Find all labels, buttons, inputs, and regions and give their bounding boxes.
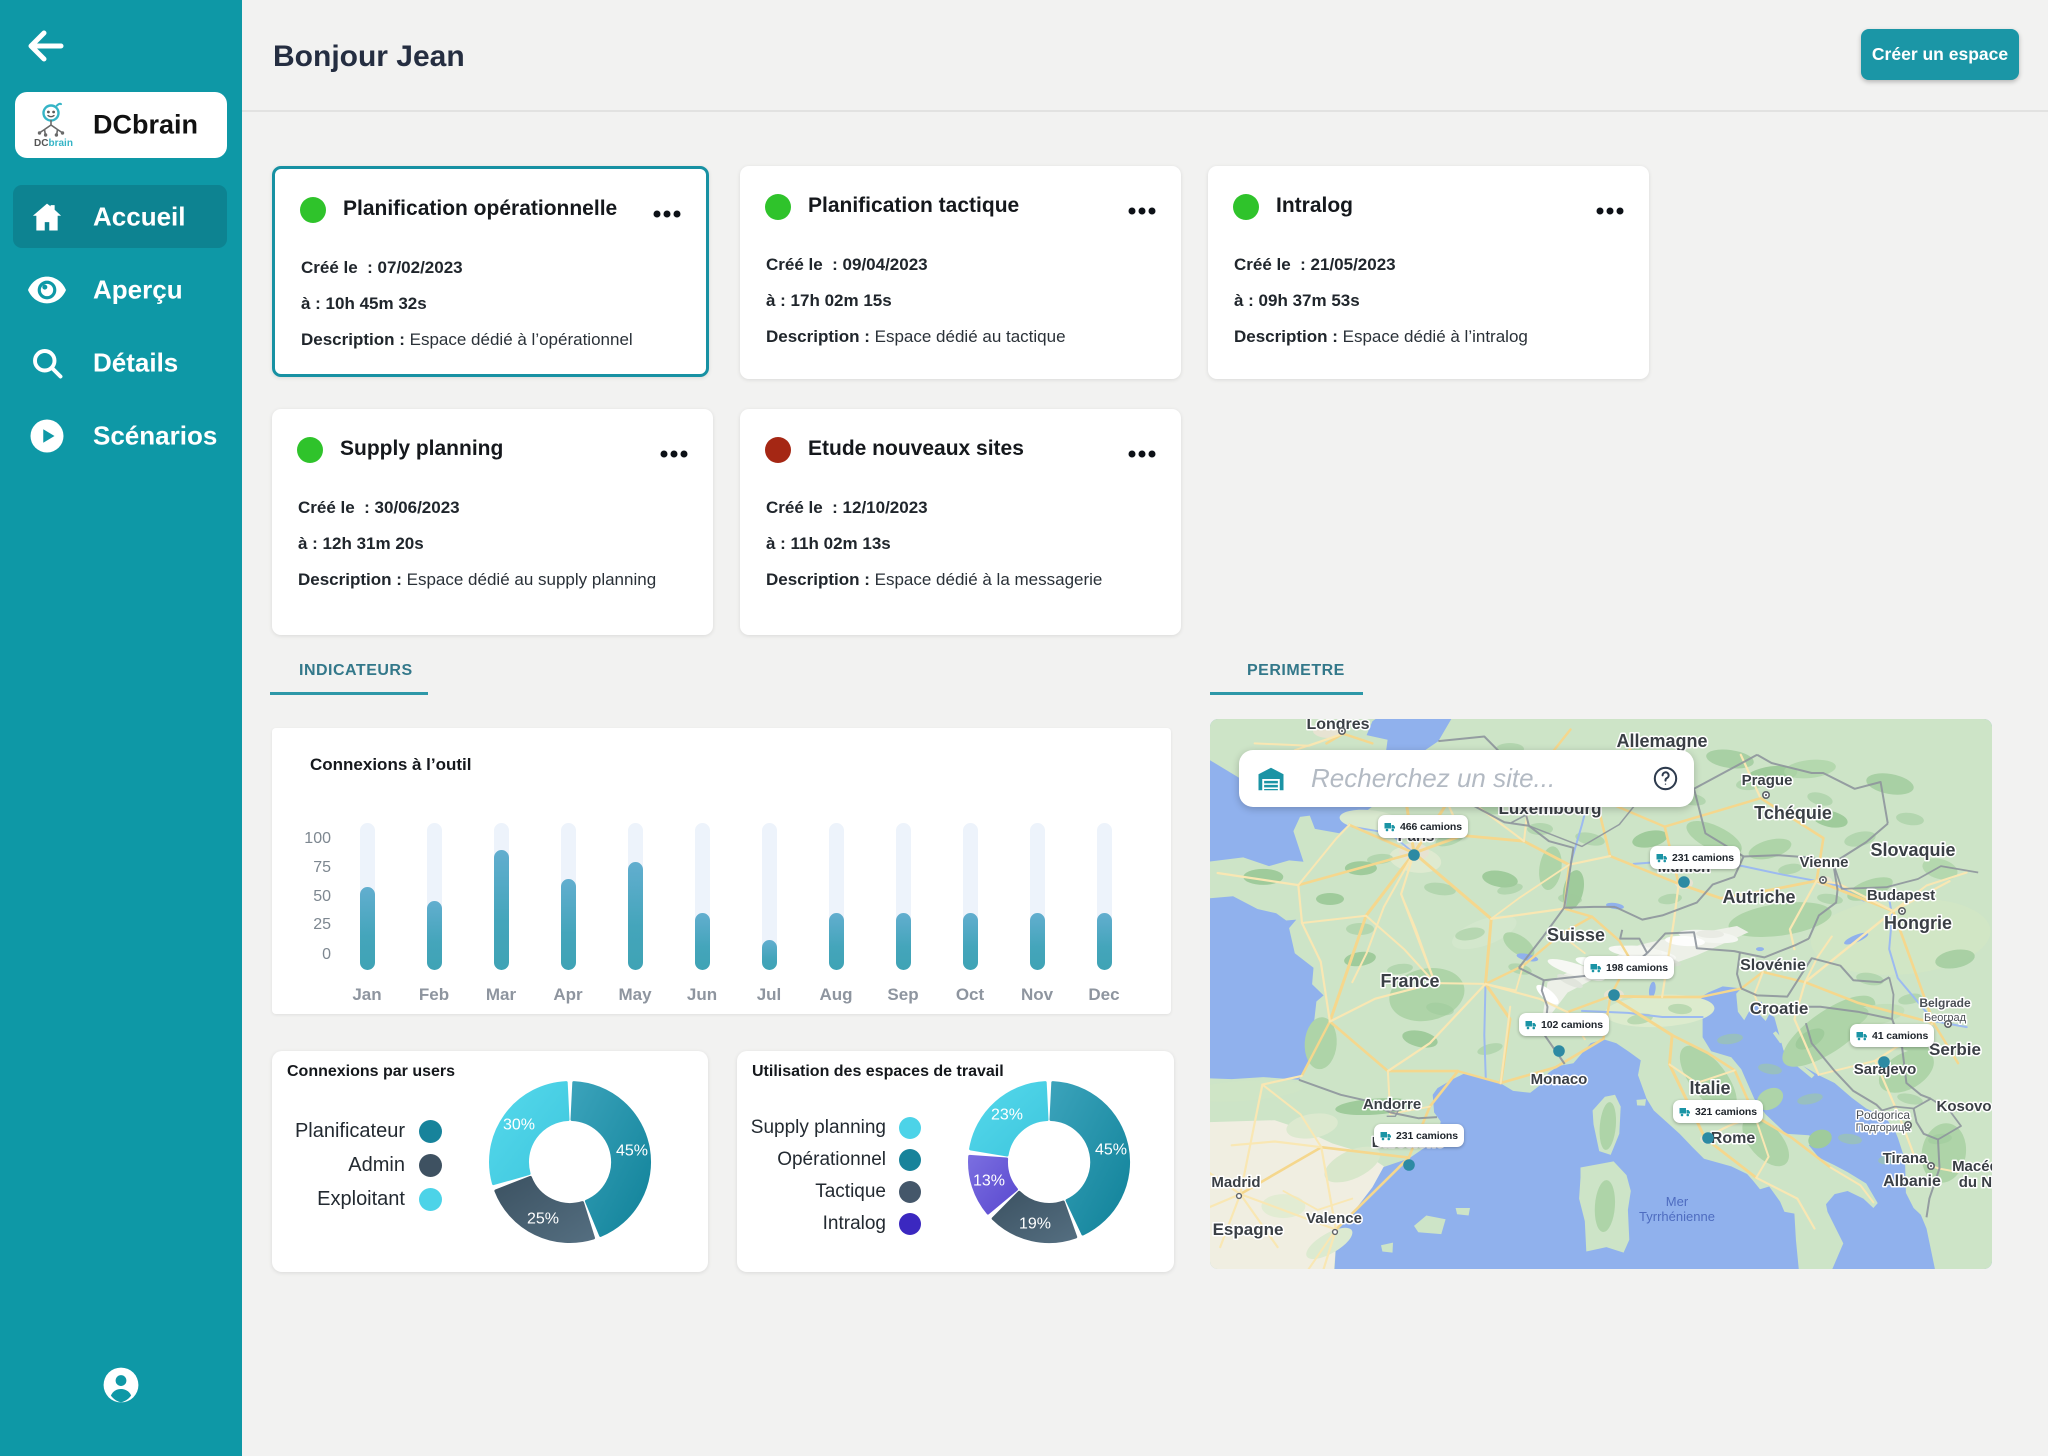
- svg-text:19%: 19%: [1019, 1216, 1051, 1233]
- svg-text:23%: 23%: [991, 1107, 1023, 1124]
- svg-text:France: France: [1380, 971, 1439, 991]
- svg-text:Podgorica: Podgorica: [1856, 1108, 1910, 1122]
- svg-text:Suisse: Suisse: [1547, 925, 1605, 945]
- svg-text:Valence: Valence: [1306, 1210, 1362, 1227]
- svg-text:Londres: Londres: [1306, 719, 1369, 733]
- svg-text:du No: du No: [1959, 1174, 1992, 1191]
- svg-text:Mer: Mer: [1666, 1194, 1689, 1209]
- svg-text:25%: 25%: [527, 1211, 559, 1228]
- svg-text:Serbie: Serbie: [1929, 1040, 1981, 1059]
- svg-text:Tchéquie: Tchéquie: [1754, 803, 1832, 823]
- svg-text:Подгорица: Подгорица: [1856, 1122, 1912, 1134]
- svg-text:Sarajevo: Sarajevo: [1854, 1061, 1917, 1078]
- svg-text:45%: 45%: [616, 1143, 648, 1160]
- svg-text:Albanie: Albanie: [1883, 1173, 1941, 1190]
- svg-text:Autriche: Autriche: [1722, 887, 1795, 907]
- svg-text:Hongrie: Hongrie: [1884, 913, 1952, 933]
- svg-text:Croatie: Croatie: [1750, 999, 1809, 1018]
- svg-text:Madrid: Madrid: [1211, 1174, 1260, 1191]
- svg-text:Slovénie: Slovénie: [1740, 957, 1806, 974]
- svg-text:Belgrade: Belgrade: [1919, 996, 1971, 1010]
- svg-text:45%: 45%: [1095, 1142, 1127, 1159]
- svg-text:Budapest: Budapest: [1867, 887, 1935, 904]
- svg-text:Monaco: Monaco: [1531, 1071, 1588, 1088]
- svg-text:Italie: Italie: [1689, 1078, 1730, 1098]
- svg-text:Rome: Rome: [1711, 1130, 1756, 1147]
- svg-text:Tyrrhénienne: Tyrrhénienne: [1639, 1209, 1715, 1224]
- svg-text:30%: 30%: [503, 1117, 535, 1134]
- svg-text:Macédo: Macédo: [1952, 1158, 1992, 1175]
- svg-text:Tirana: Tirana: [1883, 1150, 1928, 1167]
- svg-text:13%: 13%: [973, 1173, 1005, 1190]
- svg-text:DC: DC: [34, 138, 48, 148]
- svg-text:Espagne: Espagne: [1213, 1220, 1284, 1239]
- svg-text:Andorre: Andorre: [1363, 1096, 1421, 1113]
- svg-text:Slovaquie: Slovaquie: [1870, 840, 1955, 860]
- svg-text:Allemagne: Allemagne: [1616, 731, 1707, 751]
- svg-text:brain: brain: [49, 138, 73, 148]
- svg-text:Vienne: Vienne: [1800, 854, 1849, 871]
- svg-text:Kosovo: Kosovo: [1936, 1098, 1991, 1115]
- svg-text:Prague: Prague: [1742, 772, 1793, 789]
- svg-text:Београд: Београд: [1924, 1012, 1967, 1024]
